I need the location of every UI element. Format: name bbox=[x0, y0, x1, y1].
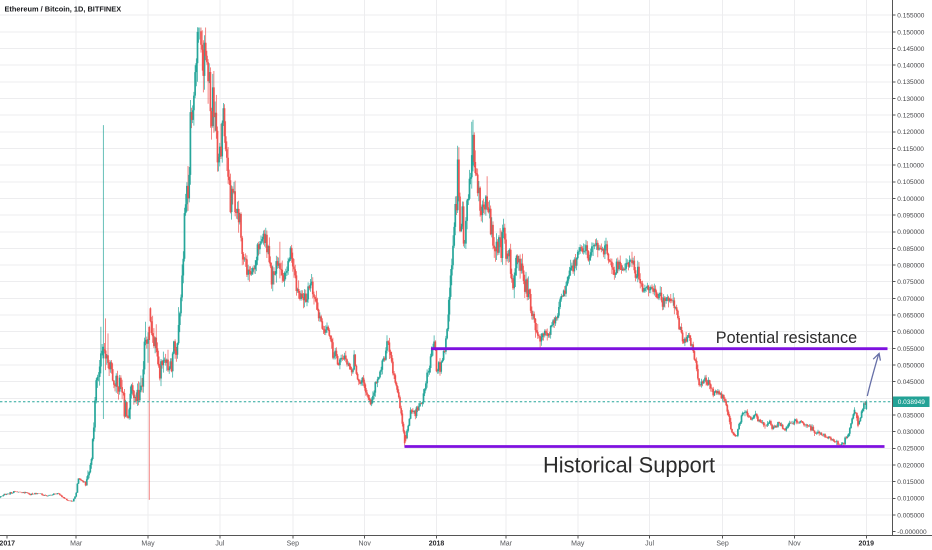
svg-text:Jul: Jul bbox=[645, 541, 654, 548]
svg-text:0.015000: 0.015000 bbox=[897, 479, 924, 486]
svg-text:0.020000: 0.020000 bbox=[897, 462, 924, 469]
svg-text:0.105000: 0.105000 bbox=[897, 179, 924, 186]
svg-text:May: May bbox=[141, 541, 155, 548]
svg-text:Sep: Sep bbox=[716, 541, 729, 548]
svg-text:0.025000: 0.025000 bbox=[897, 446, 924, 453]
svg-text:0.130000: 0.130000 bbox=[897, 96, 924, 103]
svg-text:Jul: Jul bbox=[215, 541, 224, 548]
svg-text:0.140000: 0.140000 bbox=[897, 63, 924, 70]
svg-text:0.145000: 0.145000 bbox=[897, 46, 924, 53]
svg-text:2019: 2019 bbox=[859, 541, 875, 548]
svg-text:0.060000: 0.060000 bbox=[897, 329, 924, 336]
svg-text:0.085000: 0.085000 bbox=[897, 246, 924, 253]
svg-text:-0.000000: -0.000000 bbox=[897, 529, 927, 536]
svg-text:0.045000: 0.045000 bbox=[897, 379, 924, 386]
svg-text:Mar: Mar bbox=[70, 541, 83, 548]
svg-text:0.115000: 0.115000 bbox=[897, 146, 924, 153]
svg-text:0.095000: 0.095000 bbox=[897, 213, 924, 220]
svg-text:Nov: Nov bbox=[358, 541, 371, 548]
svg-text:0.010000: 0.010000 bbox=[897, 496, 924, 503]
svg-text:0.135000: 0.135000 bbox=[897, 79, 924, 86]
svg-text:0.005000: 0.005000 bbox=[897, 512, 924, 519]
svg-text:2018: 2018 bbox=[429, 541, 445, 548]
svg-text:0.075000: 0.075000 bbox=[897, 279, 924, 286]
svg-text:Potential resistance: Potential resistance bbox=[716, 329, 857, 347]
svg-text:0.080000: 0.080000 bbox=[897, 263, 924, 270]
svg-text:0.120000: 0.120000 bbox=[897, 129, 924, 136]
svg-text:0.100000: 0.100000 bbox=[897, 196, 924, 203]
svg-text:Ethereum / Bitcoin, 1D, BITFIN: Ethereum / Bitcoin, 1D, BITFINEX bbox=[5, 5, 122, 14]
svg-text:0.030000: 0.030000 bbox=[897, 429, 924, 436]
svg-text:0.038949: 0.038949 bbox=[898, 399, 925, 406]
svg-text:Nov: Nov bbox=[788, 541, 801, 548]
svg-text:2017: 2017 bbox=[0, 541, 15, 548]
svg-text:0.125000: 0.125000 bbox=[897, 113, 924, 120]
svg-text:0.090000: 0.090000 bbox=[897, 229, 924, 236]
svg-text:0.050000: 0.050000 bbox=[897, 362, 924, 369]
svg-text:0.035000: 0.035000 bbox=[897, 412, 924, 419]
svg-text:May: May bbox=[571, 541, 585, 548]
svg-text:0.110000: 0.110000 bbox=[897, 163, 924, 170]
svg-text:0.070000: 0.070000 bbox=[897, 296, 924, 303]
svg-text:Historical Support: Historical Support bbox=[543, 453, 715, 478]
svg-text:0.150000: 0.150000 bbox=[897, 29, 924, 36]
svg-text:Mar: Mar bbox=[500, 541, 513, 548]
svg-text:0.055000: 0.055000 bbox=[897, 346, 924, 353]
svg-text:0.155000: 0.155000 bbox=[897, 13, 924, 20]
svg-text:Sep: Sep bbox=[287, 541, 300, 548]
svg-text:0.065000: 0.065000 bbox=[897, 312, 924, 319]
